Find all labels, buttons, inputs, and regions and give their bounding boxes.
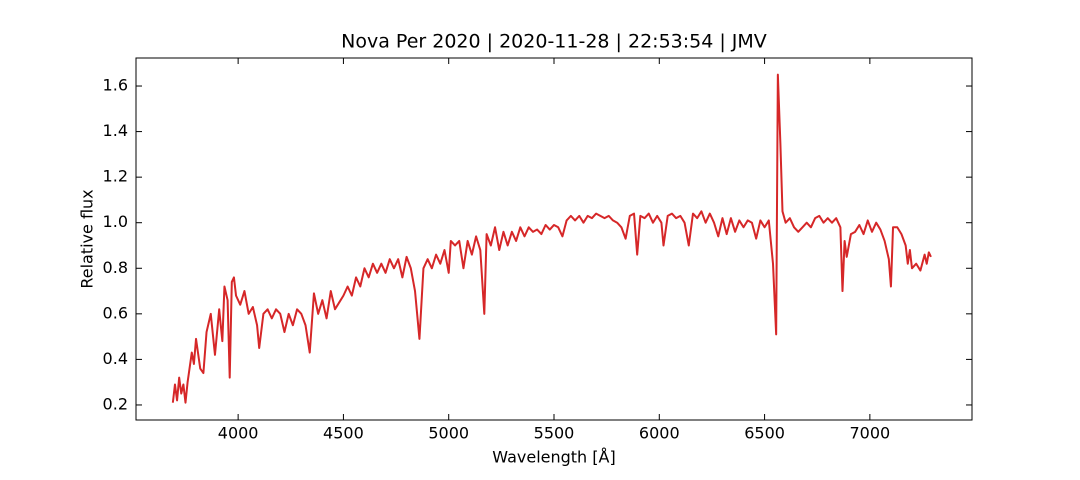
x-tick-label: 6500 xyxy=(744,424,785,443)
x-tick-label: 5000 xyxy=(428,424,469,443)
chart-title: Nova Per 2020 | 2020-11-28 | 22:53:54 | … xyxy=(341,31,767,53)
x-tick-label: 5500 xyxy=(534,424,575,443)
x-tick-label: 7000 xyxy=(850,424,891,443)
spectrum-line xyxy=(171,73,932,404)
y-tick-label: 1.2 xyxy=(103,167,128,186)
y-tick-label: 0.2 xyxy=(103,394,128,413)
plot-frame xyxy=(135,57,973,421)
y-axis-label: Relative flux xyxy=(78,189,97,288)
x-tick-label: 4000 xyxy=(218,424,259,443)
y-tick-label: 1.6 xyxy=(103,76,128,95)
x-tick-label: 6000 xyxy=(639,424,680,443)
y-tick-label: 1.0 xyxy=(103,212,128,231)
y-tick-label: 0.4 xyxy=(103,349,128,368)
x-axis-label: Wavelength [Å] xyxy=(492,448,615,467)
x-tick-label: 4500 xyxy=(323,424,364,443)
y-tick-label: 0.8 xyxy=(103,258,128,277)
y-tick-label: 0.6 xyxy=(103,303,128,322)
y-tick-label: 1.4 xyxy=(103,121,128,140)
